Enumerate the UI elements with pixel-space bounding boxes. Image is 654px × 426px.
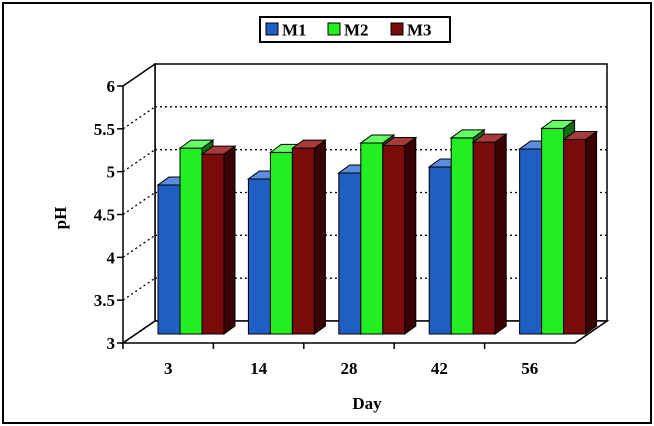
y-tick-label: 3 — [107, 334, 116, 353]
bar-side — [404, 136, 417, 335]
y-axis-label: pH — [51, 207, 70, 230]
bar-top — [178, 139, 215, 149]
y-tick-label: 5 — [107, 163, 116, 182]
x-tick-label: 3 — [164, 359, 173, 378]
bar — [290, 139, 327, 335]
bar-front — [563, 139, 587, 335]
bar-top — [540, 119, 577, 129]
x-tick-label: 56 — [521, 359, 538, 378]
x-axis-label: Day — [352, 394, 382, 413]
bar-side — [494, 133, 507, 335]
bar — [200, 145, 237, 335]
bar — [381, 136, 418, 335]
bar-front — [360, 142, 384, 335]
bar-top — [359, 134, 396, 144]
bar-top — [449, 129, 486, 139]
y-tick-label: 6 — [107, 77, 116, 96]
bar — [562, 130, 599, 335]
bar-side — [223, 145, 236, 335]
bar-front — [247, 178, 271, 335]
bar-top — [471, 133, 508, 143]
y-tick-label: 5.5 — [94, 120, 115, 139]
legend: M1 M2 M3 — [259, 16, 451, 43]
legend-swatch — [265, 22, 279, 36]
bar-front — [472, 141, 496, 335]
legend-label: M2 — [344, 21, 369, 40]
bar-front — [450, 137, 474, 335]
y-tick-label: 3.5 — [94, 291, 115, 310]
x-axis-ticks: 3 14 28 42 56 — [122, 343, 538, 378]
y-tick-label: 4.5 — [94, 206, 115, 225]
side-gridline — [122, 149, 156, 173]
x-tick-label: 28 — [341, 359, 358, 378]
legend-swatch — [327, 22, 341, 36]
bar — [471, 133, 508, 335]
bar-front — [269, 151, 293, 335]
bar-front — [338, 172, 362, 335]
x-tick-label: 14 — [250, 359, 268, 378]
side-gridline — [122, 63, 156, 87]
legend-label: M1 — [282, 21, 307, 40]
side-gridline — [122, 191, 156, 216]
legend-swatch — [390, 22, 404, 36]
side-wall — [122, 62, 156, 345]
bar-front — [157, 184, 181, 335]
y-tick-label: 4 — [107, 248, 116, 267]
side-gridline — [122, 106, 156, 130]
bar-front — [541, 127, 565, 335]
bar-front — [179, 147, 203, 335]
bar-front — [428, 166, 452, 335]
bar-side — [585, 130, 598, 335]
bar-top — [381, 137, 418, 147]
side-gridline — [122, 234, 156, 258]
y-axis-ticks: 3 3.5 4 4.5 5 5.5 6 — [94, 77, 123, 353]
bar-top — [562, 131, 599, 141]
bar-front — [382, 145, 406, 335]
bar-front — [291, 147, 315, 335]
bars — [156, 119, 599, 335]
bar-top — [200, 145, 237, 155]
x-tick-label: 42 — [431, 359, 448, 378]
bar-top — [290, 139, 327, 149]
side-gridline — [122, 277, 156, 301]
legend-box — [259, 16, 451, 43]
bar-side — [313, 139, 326, 335]
bar-front — [519, 148, 543, 335]
legend-label: M3 — [407, 21, 432, 40]
side-gridline — [122, 320, 156, 344]
bar-front — [201, 153, 225, 335]
